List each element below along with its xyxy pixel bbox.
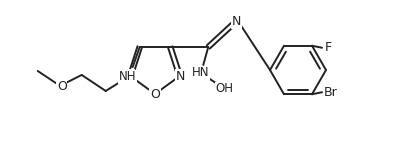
- Text: Br: Br: [324, 86, 338, 99]
- Text: N: N: [176, 70, 185, 83]
- Text: N: N: [232, 15, 241, 29]
- Text: OH: OH: [215, 83, 233, 95]
- Text: O: O: [57, 80, 67, 93]
- Text: HN: HN: [192, 67, 209, 79]
- Text: NH: NH: [119, 70, 136, 84]
- Text: O: O: [150, 88, 160, 101]
- Text: F: F: [324, 41, 332, 54]
- Text: N: N: [125, 70, 134, 83]
